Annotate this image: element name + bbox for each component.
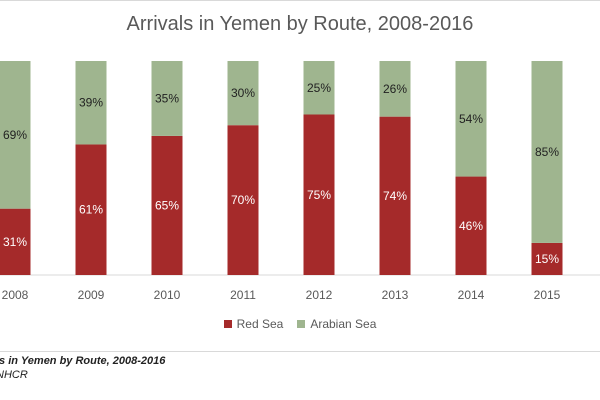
- bar-arabian-sea-2012: [303, 61, 335, 115]
- x-tick-label-2009: 2009: [78, 288, 105, 302]
- x-tick-label-2013: 2013: [382, 288, 409, 302]
- bar-red-sea-2009: [75, 144, 107, 275]
- data-label-arabian-sea-2015: 85%: [535, 145, 559, 159]
- caption-title: ls in Yemen by Route, 2008-2016: [0, 355, 166, 367]
- bar-arabian-sea-2014: [455, 61, 487, 177]
- legend-label-arabian-sea: Arabian Sea: [310, 317, 377, 331]
- data-label-arabian-sea-2011: 30%: [231, 86, 255, 100]
- bar-red-sea-2008: [0, 208, 31, 275]
- bar-arabian-sea-2009: [75, 61, 107, 145]
- bar-red-sea-2011: [227, 125, 259, 275]
- x-tick-label-2014: 2014: [458, 288, 485, 302]
- stacked-bar-chart: 31% 69% 61% 39% 65% 35% 70% 30% 75% 25% 74% 26% 46% 5…: [0, 61, 600, 302]
- chart-title: Arrivals in Yemen by Route, 2008-2016: [126, 13, 474, 35]
- data-label-red-sea-2009: 61%: [79, 203, 103, 217]
- legend-item-red-sea: Red Sea: [223, 317, 284, 331]
- bar-red-sea-2010: [151, 135, 183, 275]
- bar-red-sea-2012: [303, 114, 335, 275]
- bar-red-sea-2015: [531, 242, 563, 275]
- legend-item-arabian-sea: Arabian Sea: [297, 317, 376, 331]
- x-tick-label-2011: 2011: [230, 288, 256, 302]
- data-label-red-sea-2010: 65%: [155, 198, 179, 212]
- figure-caption: ls in Yemen by Route, 2008-2016 NHCR: [0, 355, 165, 381]
- data-label-arabian-sea-2012: 25%: [307, 81, 331, 95]
- data-label-arabian-sea-2013: 26%: [383, 82, 407, 96]
- data-label-red-sea-2011: 70%: [231, 193, 255, 207]
- data-label-red-sea-2015: 15%: [535, 252, 559, 266]
- legend: Red Sea Arabian Sea: [0, 317, 600, 331]
- bar-arabian-sea-2011: [227, 61, 259, 126]
- data-label-red-sea-2014: 46%: [459, 219, 483, 233]
- bar-red-sea-2013: [379, 116, 411, 275]
- data-label-red-sea-2012: 75%: [307, 188, 331, 202]
- legend-swatch-red-sea: [223, 320, 232, 328]
- data-label-red-sea-2013: 74%: [383, 189, 407, 203]
- bar-arabian-sea-2008: [0, 61, 31, 209]
- data-label-arabian-sea-2008: 69%: [3, 128, 27, 142]
- x-tick-label-2008: 2008: [2, 288, 29, 302]
- legend-swatch-arabian-sea: [297, 320, 306, 328]
- x-tick-label-2012: 2012: [306, 288, 333, 302]
- data-label-arabian-sea-2014: 54%: [459, 112, 483, 126]
- data-label-red-sea-2008: 31%: [3, 235, 27, 249]
- bar-arabian-sea-2013: [379, 61, 411, 117]
- legend-label-red-sea: Red Sea: [236, 317, 284, 331]
- data-label-arabian-sea-2009: 39%: [79, 96, 103, 110]
- x-tick-label-2015: 2015: [534, 288, 561, 302]
- bar-arabian-sea-2015: [531, 61, 563, 243]
- bar-red-sea-2014: [455, 176, 487, 275]
- data-label-arabian-sea-2010: 35%: [155, 91, 179, 105]
- x-tick-label-2010: 2010: [154, 288, 181, 302]
- caption-source: NHCR: [0, 369, 28, 381]
- bar-arabian-sea-2010: [151, 61, 183, 136]
